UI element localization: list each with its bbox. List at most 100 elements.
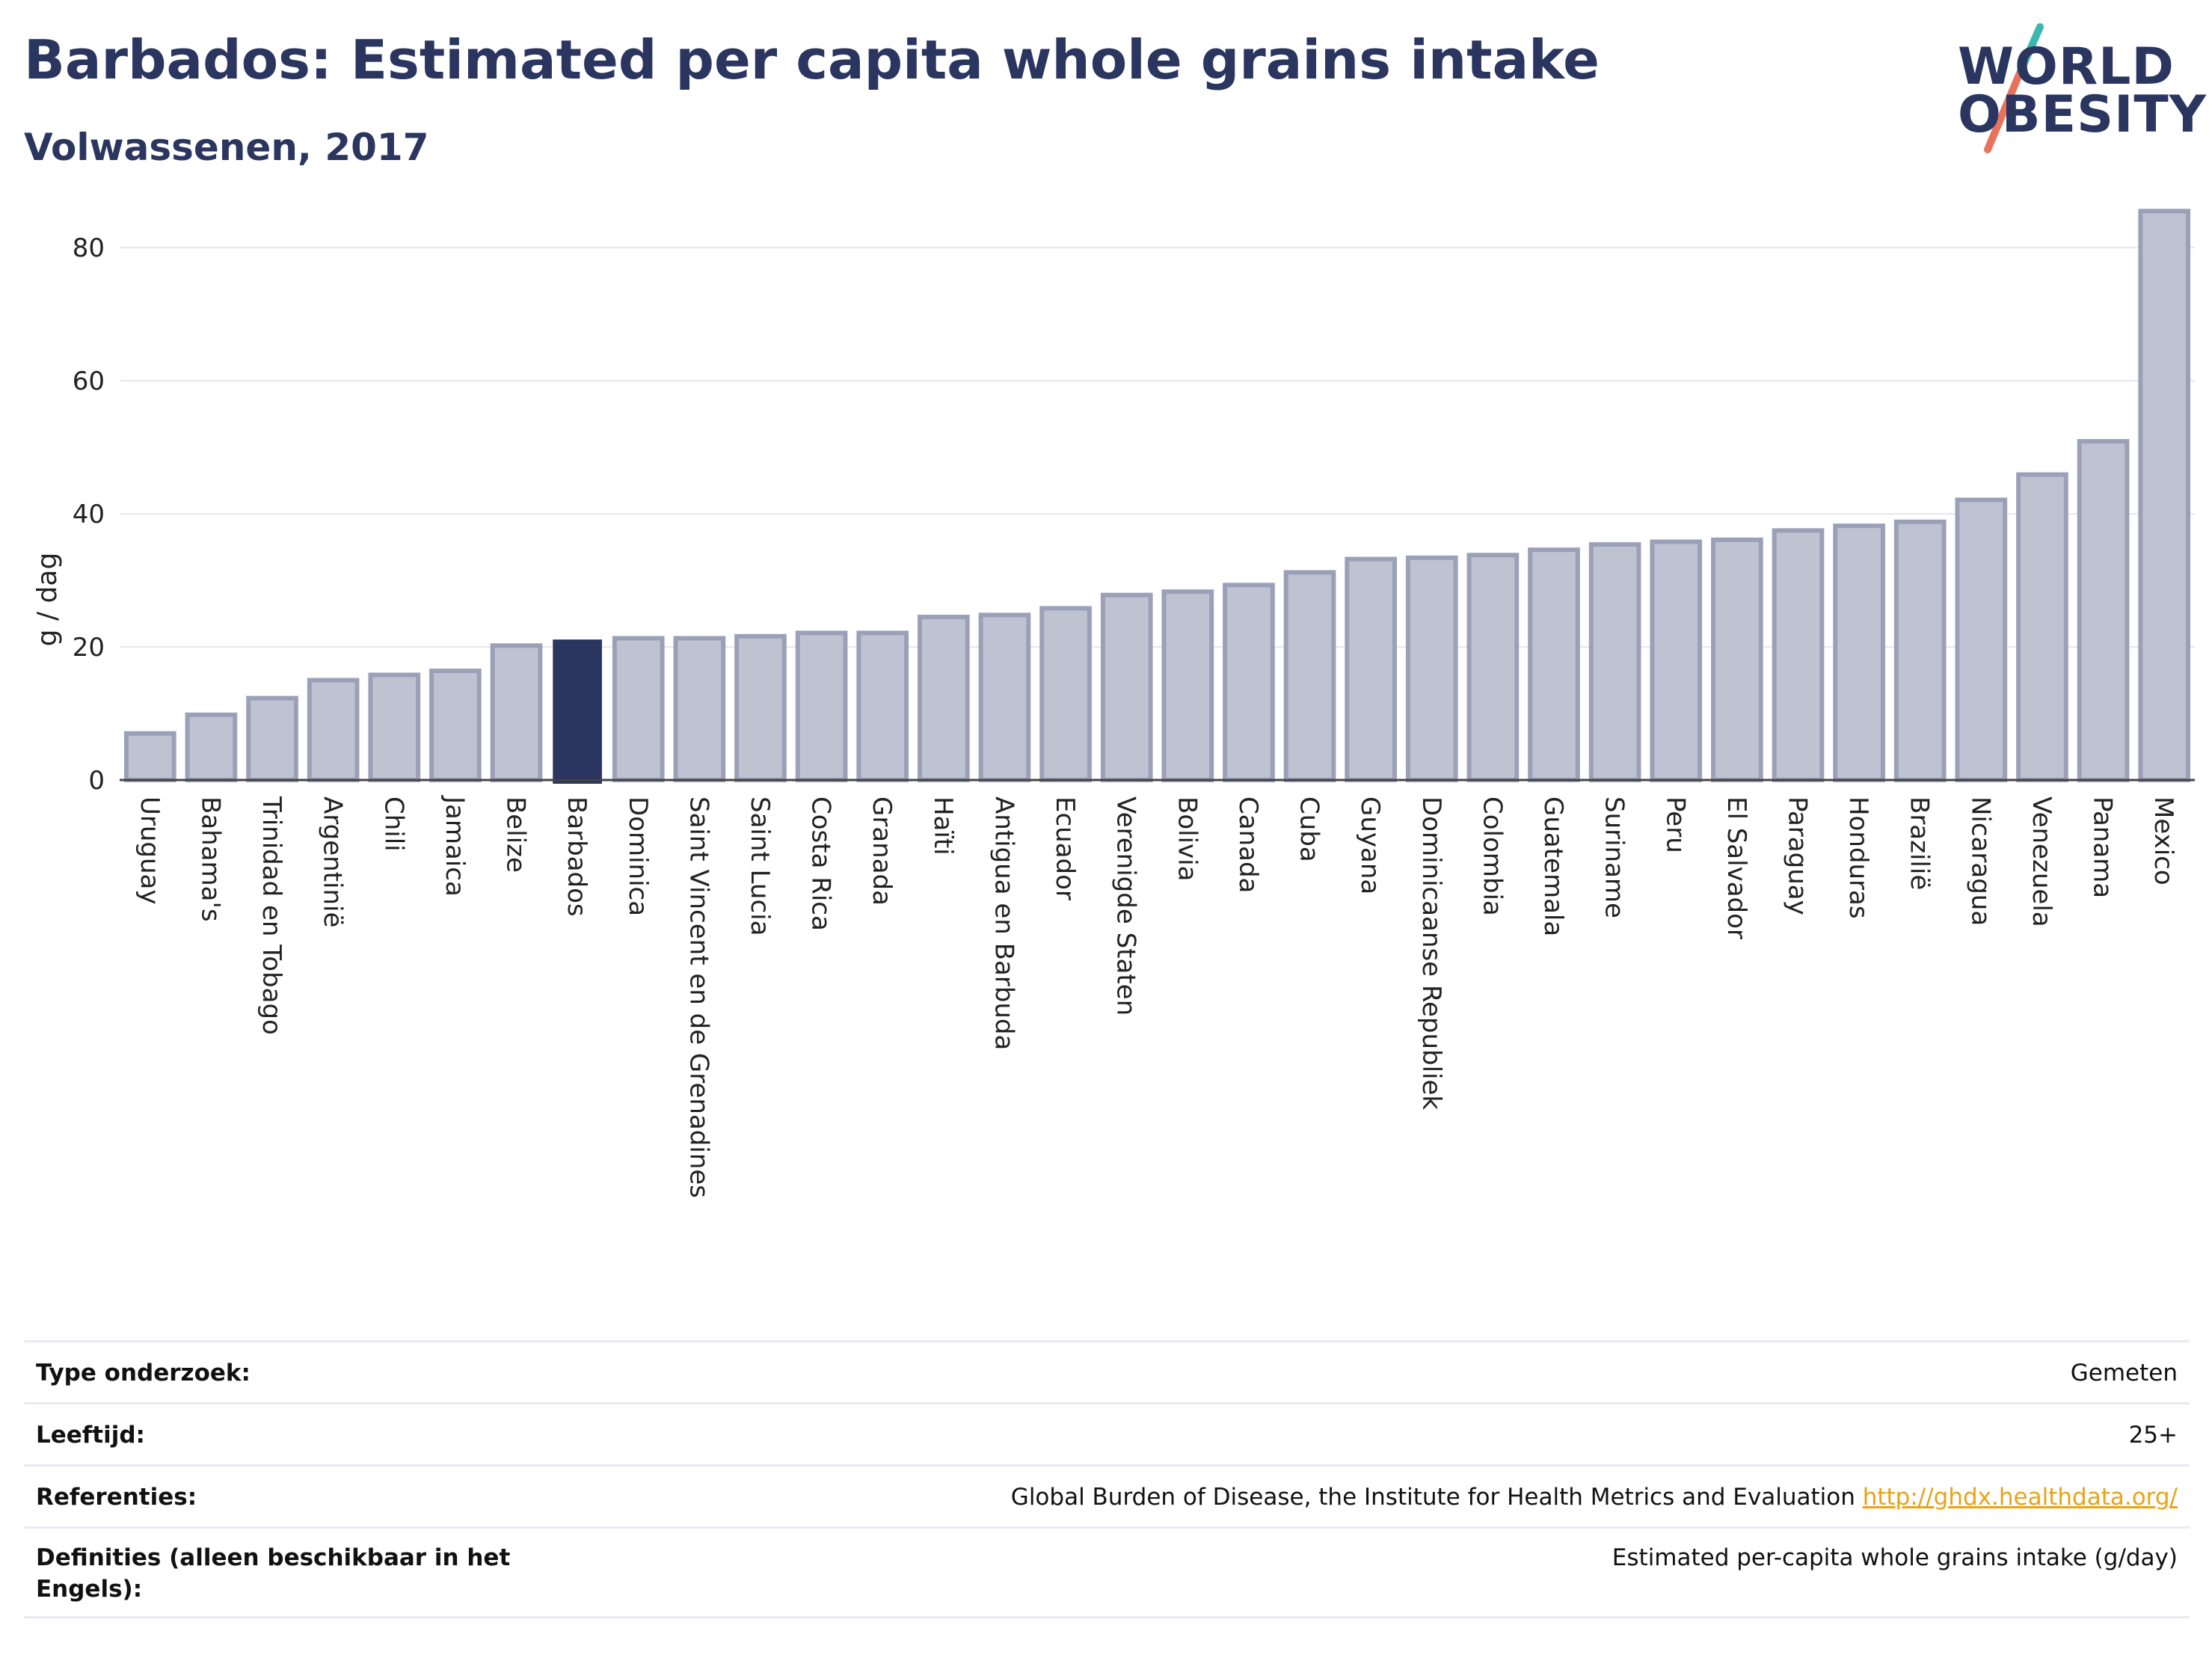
bar-brazili-[interactable] [1893, 519, 1947, 782]
bar-el-salvador[interactable] [1711, 537, 1763, 782]
x-tick-label: Nicaragua [1965, 796, 1995, 926]
bar-dominicaanse-republiek[interactable] [1405, 555, 1458, 782]
bar-bolivia[interactable] [1161, 589, 1214, 783]
bar-saint-lucia[interactable] [734, 633, 787, 782]
info-row: Definities (alleen beschikbaar in het En… [24, 1526, 2190, 1618]
bar-ecuador[interactable] [1039, 606, 1092, 783]
bar-paraguay[interactable] [1772, 528, 1825, 782]
x-tick-label: Suriname [1600, 796, 1629, 918]
y-tick-label: 80 [73, 233, 105, 263]
bar-trinidad-en-tobago[interactable] [246, 696, 298, 783]
bar-mexico[interactable] [2138, 209, 2191, 782]
info-label: Definities (alleen beschikbaar in het En… [36, 1544, 511, 1603]
x-tick-label: Guatemala [1538, 796, 1568, 936]
info-value-text: 25+ [2128, 1422, 2178, 1449]
x-tick-label: Brazilië [1905, 796, 1935, 890]
info-label: Leeftijd: [36, 1422, 145, 1449]
bar-costa-rica[interactable] [795, 630, 848, 782]
bar-jamaica[interactable] [429, 669, 482, 782]
info-value: 25+ [2129, 1419, 2178, 1451]
info-label: Type onderzoek: [36, 1360, 251, 1387]
bars [123, 209, 2191, 784]
x-tick-label: Haïti [928, 796, 958, 856]
bar-dominica[interactable] [612, 636, 665, 782]
bar-peru[interactable] [1650, 539, 1703, 782]
info-value-text: Estimated per-capita whole grains intake… [1612, 1544, 2178, 1571]
x-tick-label: Costa Rica [806, 796, 836, 931]
x-tick-label: Verenigde Staten [1111, 796, 1141, 1016]
info-label: Referenties: [36, 1484, 197, 1511]
x-tick-label: Canada [1233, 796, 1263, 893]
x-tick-label: Saint Vincent en de Grenadines [683, 796, 713, 1198]
x-tick-label: Belize [501, 796, 531, 873]
bar-venezuela[interactable] [2016, 472, 2068, 782]
bar-canada[interactable] [1223, 583, 1275, 782]
x-tick-label: Peru [1660, 796, 1690, 853]
bar-barbados[interactable] [553, 639, 602, 784]
x-tick-label: Venezuela [2027, 796, 2056, 927]
info-value-text: Global Burden of Disease, the Institute … [1010, 1484, 1855, 1511]
x-tick-label: Bahama's [195, 796, 225, 922]
bar-guatemala[interactable] [1528, 547, 1580, 782]
bar-ha-ti[interactable] [918, 615, 970, 782]
x-tick-label: Honduras [1843, 796, 1873, 919]
x-tick-label: Paraguay [1782, 796, 1812, 915]
x-tick-label: Dominica [623, 796, 653, 916]
x-tick-label: Mexico [2148, 796, 2178, 885]
bar-panama[interactable] [2077, 439, 2130, 782]
info-value-text: Gemeten [2070, 1360, 2178, 1387]
x-tick-label: Granada [867, 796, 897, 906]
info-value: Gemeten [2071, 1357, 2178, 1389]
logo-slash-icon [1984, 23, 2044, 153]
bar-argentini-[interactable] [307, 678, 360, 783]
y-tick-label: 60 [73, 366, 105, 396]
logo-text-obesity: OBESITY [1958, 85, 2207, 144]
y-tick-label: 20 [73, 633, 105, 663]
x-tick-label: Uruguay [135, 796, 165, 905]
x-tick-label: Chili [378, 796, 408, 852]
x-tick-label: Argentinië [318, 796, 348, 927]
bar-honduras[interactable] [1833, 523, 1885, 782]
x-tick-label: Dominicaanse Republiek [1416, 796, 1446, 1110]
x-tick-label: Panama [2088, 796, 2118, 898]
bar-chart: 0 20 40 60 80 Uruguay Bahama's Trinidad en Toba… [32, 209, 2195, 1198]
y-axis-label: g / dag [32, 553, 63, 647]
x-tick-label: Jamaica [440, 795, 470, 897]
bar-suriname[interactable] [1588, 542, 1641, 782]
bar-granada[interactable] [856, 630, 909, 782]
logo-text-world: WORLD [1958, 37, 2175, 96]
x-tick-label: Ecuador [1050, 796, 1080, 900]
info-row: Leeftijd: 25+ [24, 1402, 2190, 1464]
chart-subtitle: Volwassenen, 2017 [24, 126, 429, 169]
x-tick-label: Cuba [1294, 796, 1324, 862]
reference-link[interactable]: http://ghdx.healthdata.org/ [1862, 1484, 2178, 1511]
bar-saint-vincent-en-de-grenadines[interactable] [673, 636, 726, 782]
bar-cuba[interactable] [1283, 570, 1336, 783]
world-obesity-logo: WORLD OBESITY [1952, 21, 2206, 156]
bar-antigua-en-barbuda[interactable] [978, 612, 1031, 782]
x-tick-label: Colombia [1477, 796, 1507, 916]
x-tick-label: Saint Lucia [745, 796, 775, 936]
y-tick-label: 0 [88, 766, 105, 796]
info-value: Estimated per-capita whole grains intake… [1612, 1542, 2178, 1573]
x-tick-label: Trinidad en Tobago [256, 796, 286, 1035]
bar-chili[interactable] [368, 672, 421, 782]
info-value: Global Burden of Disease, the Institute … [1011, 1481, 2178, 1513]
x-tick-label: Bolivia [1172, 796, 1202, 881]
bar-colombia[interactable] [1466, 553, 1520, 782]
axes: 0 20 40 60 80 Uruguay Bahama's Trinidad en Toba… [73, 233, 2195, 1198]
x-tick-label: El Salvador [1721, 796, 1751, 939]
chart-title: Barbados: Estimated per capita whole gra… [24, 28, 1600, 91]
info-row: Referenties: Global Burden of Disease, th… [24, 1464, 2190, 1526]
y-tick-label: 40 [73, 500, 105, 529]
x-tick-label: Barbados [562, 796, 592, 917]
bar-uruguay[interactable] [123, 731, 176, 782]
bar-verenigde-staten[interactable] [1100, 592, 1153, 782]
bar-bahama-s[interactable] [185, 712, 238, 782]
bar-belize[interactable] [490, 643, 543, 783]
x-tick-label: Antigua en Barbuda [989, 796, 1019, 1050]
x-tick-label: Guyana [1355, 796, 1385, 894]
bar-guyana[interactable] [1345, 556, 1397, 782]
bar-nicaragua[interactable] [1955, 497, 2008, 782]
info-table: Type onderzoek: Gemeten Leeftijd: 25+ Refere… [24, 1340, 2190, 1618]
